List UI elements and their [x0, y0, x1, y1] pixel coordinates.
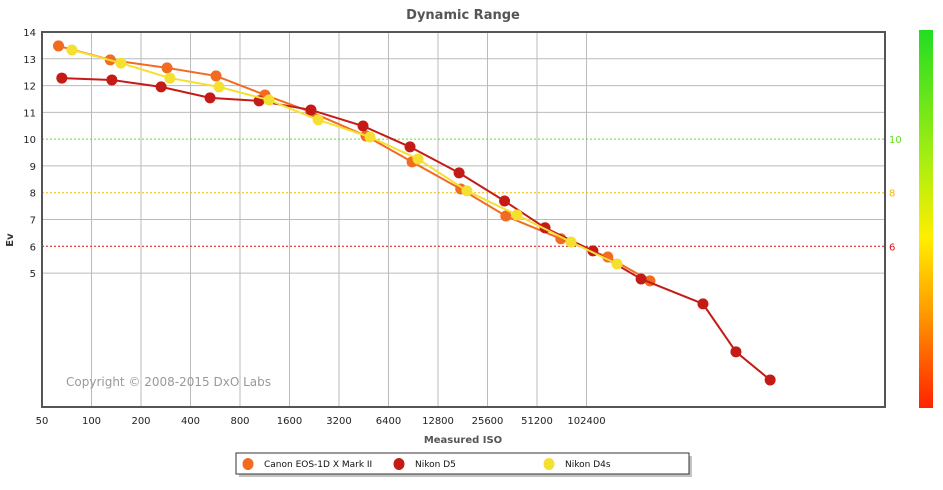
x-tick-label: 100: [82, 416, 101, 427]
x-tick-label: 12800: [422, 416, 454, 427]
legend-marker: [393, 458, 405, 470]
legend-marker: [543, 458, 555, 470]
data-point: [412, 153, 424, 165]
x-tick-label: 102400: [567, 416, 605, 427]
series-group: [66, 44, 623, 270]
data-point: [453, 167, 465, 179]
data-point: [364, 131, 376, 143]
data-point: [155, 81, 167, 93]
data-point: [106, 74, 118, 86]
data-point: [635, 273, 647, 285]
series-line: [58, 44, 651, 282]
data-point: [404, 141, 416, 153]
data-point: [305, 104, 317, 116]
data-point: [161, 62, 173, 74]
y-tick-label: 9: [30, 162, 36, 173]
copyright-text: Copyright © 2008-2015 DxO Labs: [66, 375, 271, 389]
x-axis-label: Measured ISO: [424, 435, 502, 446]
data-point: [730, 346, 742, 358]
y-tick-label: 8: [30, 189, 36, 200]
legend-label: Nikon D4s: [565, 460, 611, 470]
y-tick-label: 14: [23, 28, 36, 39]
chart-title: Dynamic Range: [406, 8, 520, 23]
reference-label: 10: [889, 135, 902, 146]
series-line: [71, 48, 618, 265]
data-point: [499, 195, 511, 207]
data-point: [115, 57, 127, 69]
y-axis-label: Ev: [5, 233, 16, 247]
reference-label: 8: [889, 189, 895, 200]
data-point: [697, 298, 709, 310]
legend-marker: [242, 458, 254, 470]
data-point: [53, 40, 65, 52]
data-point: [461, 185, 473, 197]
x-tick-label: 800: [230, 416, 249, 427]
series-group: [56, 72, 776, 386]
data-point: [357, 120, 369, 132]
legend-label: Nikon D5: [415, 460, 456, 470]
y-tick-label: 12: [23, 82, 36, 93]
data-point: [565, 236, 577, 248]
data-point: [764, 374, 776, 386]
data-point: [210, 70, 222, 82]
y-tick-label: 7: [30, 216, 36, 227]
data-point: [611, 258, 623, 270]
data-point: [263, 94, 275, 106]
plot-frame: [41, 31, 886, 408]
x-tick-label: 50: [36, 416, 49, 427]
y-tick-label: 13: [23, 55, 36, 66]
reference-label: 6: [889, 242, 895, 253]
data-point: [204, 92, 216, 104]
x-tick-label: 400: [181, 416, 200, 427]
x-tick-label: 3200: [326, 416, 351, 427]
series-line: [61, 77, 771, 381]
y-tick-label: 5: [30, 269, 36, 280]
data-point: [500, 210, 512, 222]
x-tick-label: 200: [131, 416, 150, 427]
series-group: [53, 40, 656, 287]
data-point: [164, 72, 176, 84]
x-tick-label: 6400: [376, 416, 401, 427]
legend-label: Canon EOS-1D X Mark II: [264, 460, 372, 470]
y-tick-label: 11: [23, 108, 36, 119]
data-point: [602, 251, 614, 263]
x-tick-label: 51200: [521, 416, 553, 427]
y-tick-label: 10: [23, 135, 36, 146]
data-point: [511, 209, 523, 221]
data-point: [56, 72, 68, 84]
dynamic-range-color-scale: [919, 30, 933, 408]
y-tick-label: 6: [30, 242, 36, 253]
data-point: [66, 44, 78, 56]
x-tick-label: 1600: [277, 416, 302, 427]
data-point: [213, 81, 225, 93]
x-tick-label: 25600: [472, 416, 504, 427]
legend: Canon EOS-1D X Mark II Nikon D5 Nikon D4s: [235, 452, 692, 477]
data-point: [312, 114, 324, 126]
